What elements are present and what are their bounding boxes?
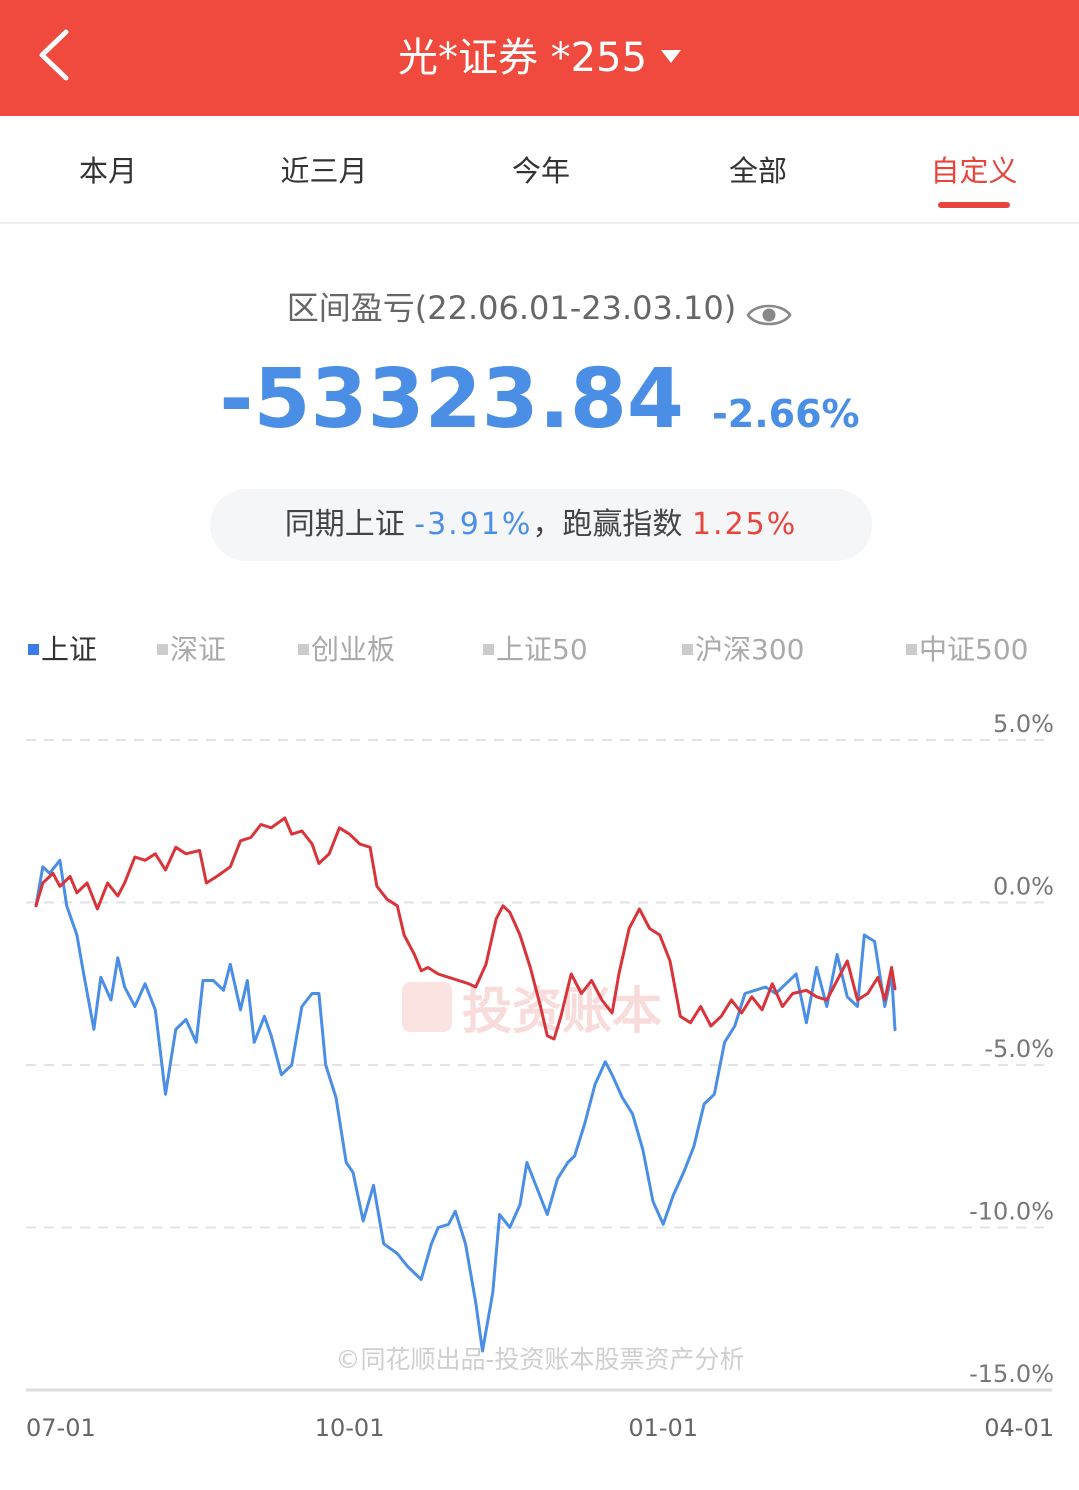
index-legend: 上证 深证 创业板 上证50 沪深300 中证500 (0, 628, 1079, 672)
y-tick-label: 0.0% (993, 873, 1054, 901)
x-tick-label: 04-01 (984, 1414, 1054, 1442)
legend-label: 中证500 (919, 633, 1029, 666)
portfolio-return-line (34, 816, 897, 1041)
legend-swatch (483, 643, 494, 655)
legend-item-sse50[interactable]: 上证50 (483, 628, 588, 672)
caret-down-icon (661, 49, 682, 63)
pnl-amount: -53323.84 (219, 352, 684, 447)
legend-swatch (906, 643, 917, 655)
account-title: 光*证券 *255 (397, 35, 648, 81)
legend-item-shanghai[interactable]: 上证 (28, 628, 97, 672)
tab-this-month[interactable]: 本月 (78, 154, 137, 188)
compare-prefix: 同期上证 (284, 507, 415, 542)
legend-label: 上证50 (496, 633, 588, 666)
index-return-line (34, 858, 897, 1353)
app-header: 光*证券 *255 (0, 0, 1079, 116)
legend-item-csi300[interactable]: 沪深300 (682, 628, 804, 672)
legend-swatch (157, 643, 168, 655)
period-summary: 区间盈亏(22.06.01-23.03.10) (0, 280, 1079, 336)
watermark-logo-icon (402, 982, 452, 1032)
y-tick-label: -10.0% (969, 1198, 1054, 1226)
pnl-row: -53323.84 -2.66% (0, 350, 1079, 450)
pnl-percent: -2.66% (711, 392, 860, 436)
tab-this-year[interactable]: 今年 (511, 154, 570, 188)
x-tick-label: 10-01 (315, 1414, 385, 1442)
x-tick-label: 01-01 (628, 1414, 698, 1442)
active-tab-indicator (938, 202, 1010, 208)
account-selector[interactable]: 光*证券 *255 (0, 26, 1079, 90)
eye-icon[interactable] (746, 291, 792, 326)
y-tick-label: 5.0% (993, 710, 1054, 738)
index-percent: -3.91% (414, 507, 533, 542)
y-tick-label: -5.0% (984, 1035, 1054, 1063)
x-tick-label: 07-01 (26, 1414, 96, 1442)
tab-three-months[interactable]: 近三月 (280, 154, 368, 188)
legend-label: 上证 (41, 633, 98, 666)
compare-mid: ，跑赢指数 (532, 507, 692, 542)
outperform-percent: 1.25% (691, 507, 798, 542)
legend-item-shenzhen[interactable]: 深证 (157, 628, 226, 672)
index-comparison: 同期上证 -3.91%，跑赢指数 1.25% (210, 489, 872, 561)
legend-label: 深证 (170, 633, 227, 666)
legend-swatch (298, 643, 309, 655)
chevron-left-icon (39, 29, 69, 81)
back-button[interactable] (22, 20, 92, 90)
period-tabs: 本月 近三月 今年 全部 自定义 (0, 116, 1079, 224)
legend-item-chinext[interactable]: 创业板 (298, 628, 395, 672)
y-tick-label: -15.0% (969, 1360, 1054, 1388)
tab-all[interactable]: 全部 (728, 154, 787, 188)
legend-item-csi500[interactable]: 中证500 (906, 628, 1028, 672)
performance-chart: 投资账本 5.0% 0.0% -5.0% -10.0% -15.0% 07-01 10-01 0… (0, 690, 1079, 1470)
legend-swatch (28, 643, 39, 655)
legend-label: 创业板 (311, 633, 396, 666)
footer-credit: ©同花顺出品-投资账本股票资产分析 (335, 1345, 744, 1374)
legend-swatch (682, 643, 693, 655)
legend-label: 沪深300 (695, 633, 805, 666)
period-label: 区间盈亏(22.06.01-23.03.10) (286, 289, 737, 327)
tab-custom[interactable]: 自定义 (930, 154, 1018, 188)
